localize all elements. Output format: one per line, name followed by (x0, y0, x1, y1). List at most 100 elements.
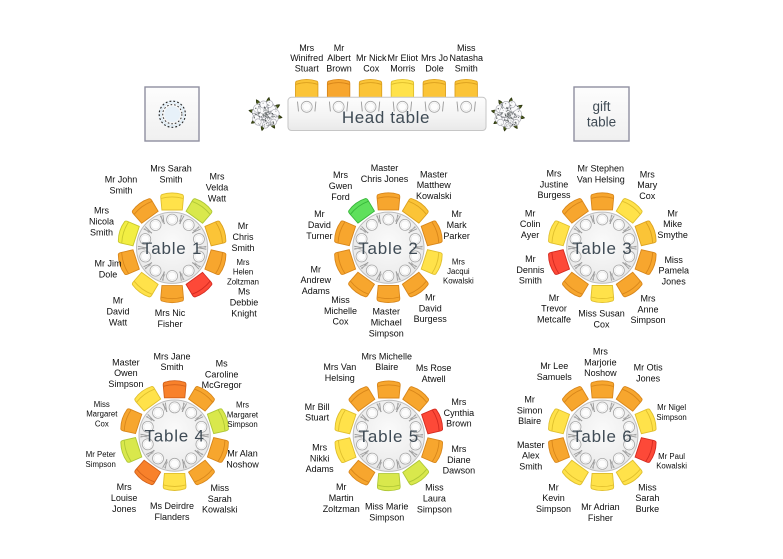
svg-text:Owen: Owen (114, 368, 138, 378)
svg-text:Brown: Brown (326, 64, 352, 74)
svg-text:Miss: Miss (638, 482, 657, 492)
svg-text:Mr: Mr (311, 264, 322, 274)
svg-text:Mrs: Mrs (451, 397, 466, 407)
svg-text:Knight: Knight (231, 308, 257, 318)
svg-text:Miss Marie: Miss Marie (365, 502, 409, 512)
svg-text:Mr: Mr (334, 43, 345, 53)
svg-text:Margaret: Margaret (86, 410, 118, 419)
svg-text:Watt: Watt (208, 193, 227, 203)
svg-text:Mr Adrian: Mr Adrian (581, 502, 620, 512)
svg-text:Mr: Mr (548, 482, 559, 492)
svg-text:Table 1: Table 1 (142, 239, 202, 258)
svg-text:Smith: Smith (90, 227, 113, 237)
svg-text:table: table (587, 114, 616, 129)
svg-text:Kowalski: Kowalski (443, 277, 474, 286)
svg-text:Master: Master (112, 357, 140, 367)
svg-text:Kowalski: Kowalski (202, 505, 238, 515)
svg-text:Cox: Cox (593, 319, 610, 329)
svg-text:Simpson: Simpson (369, 328, 404, 338)
svg-text:Simpson: Simpson (417, 504, 452, 514)
svg-text:Dole: Dole (425, 64, 444, 74)
svg-text:Table 4: Table 4 (144, 427, 204, 446)
svg-text:Zoltzman: Zoltzman (323, 504, 360, 514)
svg-text:Mrs Michelle: Mrs Michelle (361, 351, 412, 361)
svg-text:Smith: Smith (519, 276, 542, 286)
svg-text:Mr Peter: Mr Peter (86, 450, 116, 459)
svg-text:Jacqui: Jacqui (447, 267, 470, 276)
svg-text:Parker: Parker (443, 231, 470, 241)
svg-text:Mr: Mr (525, 208, 536, 218)
svg-text:Cox: Cox (332, 317, 349, 327)
svg-text:Mrs Van: Mrs Van (323, 362, 356, 372)
svg-text:Kevin: Kevin (542, 493, 565, 503)
svg-text:Mr Jim: Mr Jim (95, 259, 122, 269)
svg-text:Chris Jones: Chris Jones (361, 174, 409, 184)
svg-text:Samuels: Samuels (537, 372, 573, 382)
svg-text:Burgess: Burgess (537, 190, 571, 200)
svg-text:Ms Rose: Ms Rose (416, 363, 452, 373)
svg-text:Mrs: Mrs (593, 347, 608, 357)
svg-text:Simpson: Simpson (630, 315, 665, 325)
svg-text:gift: gift (592, 99, 610, 114)
svg-text:Table 3: Table 3 (572, 239, 632, 258)
svg-text:Mrs Sarah: Mrs Sarah (150, 164, 192, 174)
svg-text:Nicola: Nicola (89, 217, 114, 227)
svg-text:Mr Nigel: Mr Nigel (657, 403, 686, 412)
svg-text:Smythe: Smythe (657, 230, 688, 240)
svg-text:Stuart: Stuart (305, 413, 330, 423)
svg-text:Andrew: Andrew (301, 275, 332, 285)
svg-text:Sarah: Sarah (208, 494, 232, 504)
svg-text:Table 2: Table 2 (358, 239, 418, 258)
svg-text:Master: Master (517, 440, 545, 450)
svg-text:Martin: Martin (329, 493, 354, 503)
svg-text:Matthew: Matthew (417, 180, 452, 190)
svg-text:Mrs: Mrs (451, 444, 466, 454)
svg-text:Ms: Ms (216, 359, 228, 369)
svg-text:Master: Master (420, 169, 448, 179)
svg-text:Miss: Miss (457, 43, 476, 53)
svg-text:Simpson: Simpson (656, 413, 686, 422)
svg-text:Mrs Jo: Mrs Jo (421, 53, 448, 63)
svg-text:Noshow: Noshow (584, 368, 617, 378)
svg-text:Mr Stephen: Mr Stephen (578, 164, 625, 174)
svg-text:Mr: Mr (336, 482, 347, 492)
svg-text:Debbie: Debbie (230, 298, 259, 308)
svg-text:Mrs Nic: Mrs Nic (155, 308, 186, 318)
svg-text:Ms Deirdre: Ms Deirdre (150, 501, 194, 511)
svg-text:Colin: Colin (520, 219, 541, 229)
svg-text:Dole: Dole (99, 269, 118, 279)
svg-text:Mr Bill: Mr Bill (305, 402, 330, 412)
svg-text:Mary: Mary (637, 180, 657, 190)
svg-text:Miss: Miss (331, 295, 350, 305)
svg-text:Dennis: Dennis (516, 265, 545, 275)
svg-text:Watt: Watt (109, 317, 128, 327)
svg-text:Dawson: Dawson (443, 466, 476, 476)
svg-text:Morris: Morris (390, 64, 415, 74)
svg-text:Van Helsing: Van Helsing (577, 175, 625, 185)
svg-text:Mr: Mr (238, 221, 249, 231)
svg-text:Mrs Jane: Mrs Jane (153, 351, 190, 361)
svg-text:Kowalski: Kowalski (416, 191, 452, 201)
svg-text:Jones: Jones (636, 373, 661, 383)
svg-text:Miss Susan: Miss Susan (578, 309, 625, 319)
svg-text:Stuart: Stuart (295, 64, 320, 74)
svg-text:Natasha: Natasha (450, 53, 484, 63)
svg-text:Ayer: Ayer (521, 230, 539, 240)
svg-text:Helsing: Helsing (325, 373, 355, 383)
svg-text:Flanders: Flanders (154, 512, 190, 522)
svg-text:Mr: Mr (667, 208, 678, 218)
svg-text:David: David (419, 303, 442, 313)
svg-text:Simpson: Simpson (108, 379, 143, 389)
svg-text:Burgess: Burgess (414, 314, 448, 324)
svg-text:Smith: Smith (159, 174, 182, 184)
svg-text:Velda: Velda (206, 183, 229, 193)
svg-text:Mrs: Mrs (312, 443, 327, 453)
svg-text:David: David (106, 307, 129, 317)
svg-text:Mrs: Mrs (117, 482, 132, 492)
svg-text:Mr: Mr (525, 254, 536, 264)
svg-text:Mrs: Mrs (333, 170, 348, 180)
svg-text:Mark: Mark (447, 220, 467, 230)
svg-text:Mr: Mr (451, 209, 462, 219)
svg-text:Simon: Simon (517, 405, 543, 415)
svg-text:Master: Master (372, 307, 400, 317)
